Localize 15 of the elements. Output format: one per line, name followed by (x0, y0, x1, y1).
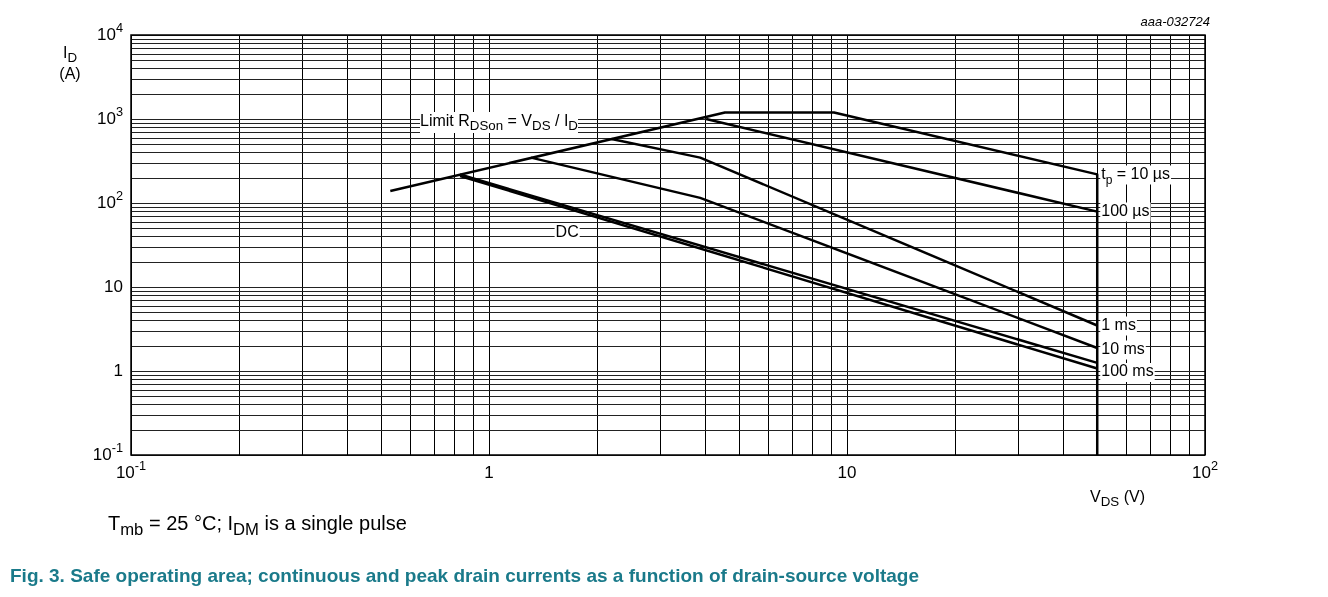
series-label: 100 µs (1101, 202, 1150, 220)
series-label: 10 ms (1101, 339, 1145, 357)
text: aaa-032724 (1140, 14, 1210, 29)
series-label: 100 ms (1101, 362, 1154, 380)
series-label: 1 ms (1101, 315, 1136, 333)
x-tick-label: 1 (484, 462, 494, 482)
y-tick-label: 1 (113, 360, 124, 380)
annotation: Limit R$_{DSon}$ = V$_{DS}$ / I$_{D}$ (420, 112, 578, 134)
y-axis-title: I$_{D}$ (A) (58, 44, 82, 84)
text: Fig. 3. Safe operating area; continuous and peak drain currents as a function of drain-source voltage (10, 565, 920, 587)
x-axis-title: V$_{DS}$ (V) (1090, 488, 1145, 510)
x-tick-label: 10 (837, 462, 857, 482)
y-tick-label: 10 (104, 276, 124, 296)
text: T$_{mb}$ = 25 °C; I$_{DM}$ is a single pulse (108, 512, 407, 540)
series-label: DC (555, 223, 579, 241)
